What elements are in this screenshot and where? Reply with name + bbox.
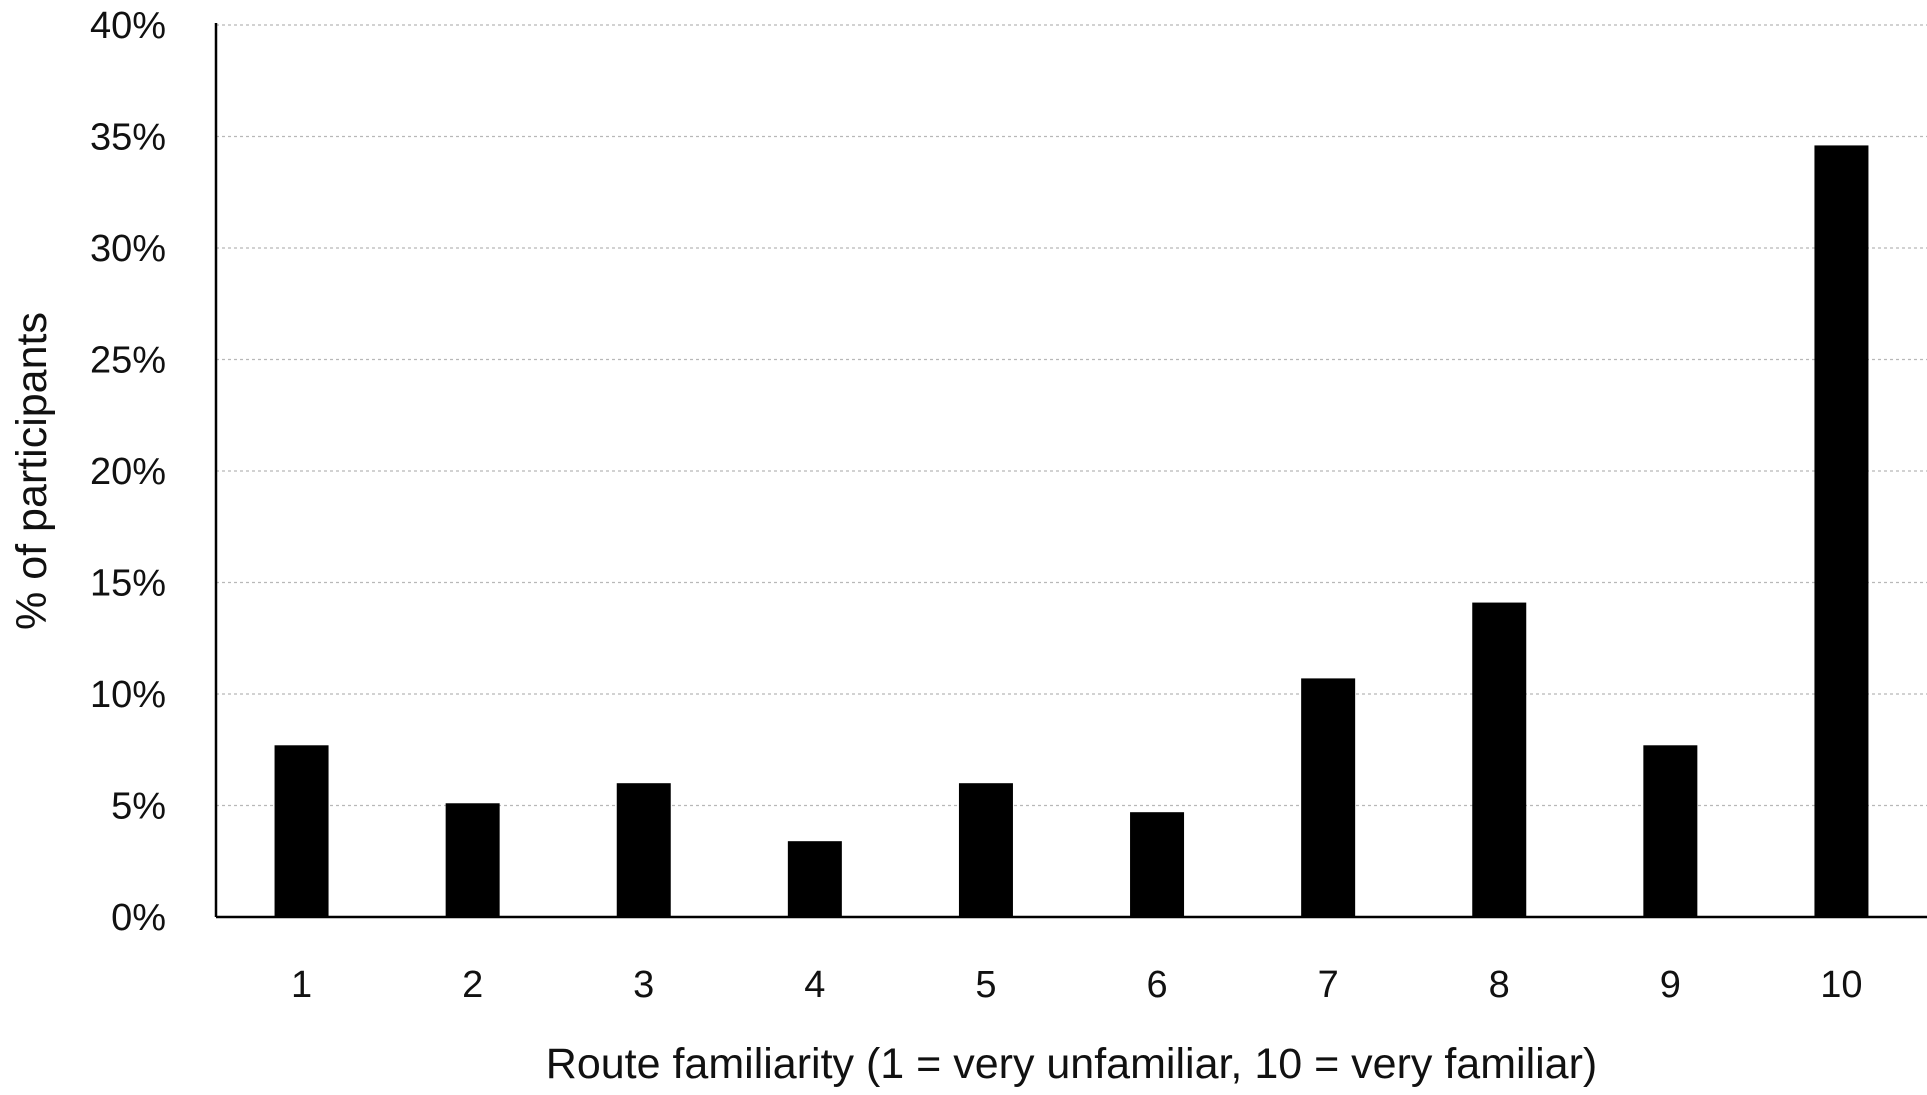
x-tick-label: 5 [975,964,996,1006]
bar-9 [1643,745,1698,917]
y-tick-label: 25% [90,340,166,382]
y-tick-label: 10% [90,674,166,716]
x-tick-label: 2 [462,964,483,1006]
y-tick-label: 15% [90,563,166,605]
x-tick-label: 9 [1660,964,1681,1006]
y-tick-label: 35% [90,117,166,159]
bar-1 [274,745,329,917]
bar-7 [1301,678,1356,917]
y-axis-title: % of participants [8,312,56,630]
x-tick-label: 3 [633,964,654,1006]
bar-6 [1130,812,1185,917]
y-tick-label: 0% [111,897,166,939]
y-tick-labels: 0% 5% 10% 15% 20% 25% 30% 35% 40% [90,5,166,939]
x-tick-label: 1 [291,964,312,1006]
bar-5 [958,783,1013,917]
bar-10 [1814,145,1869,918]
bar-2 [445,803,500,917]
x-tick-label: 10 [1820,964,1862,1006]
x-tick-labels: 1 2 3 4 5 6 7 8 9 10 [291,964,1863,1006]
y-tick-label: 20% [90,451,166,493]
axes [214,23,1927,919]
x-axis-title: Route familiarity (1 = very unfamiliar, … [546,1040,1597,1088]
bars [274,145,1869,918]
bar-8 [1472,602,1527,917]
y-tick-label: 30% [90,228,166,270]
y-tick-label: 5% [111,786,166,828]
x-tick-label: 8 [1489,964,1510,1006]
x-tick-label: 7 [1318,964,1339,1006]
x-tick-label: 4 [804,964,825,1006]
x-tick-label: 6 [1146,964,1167,1006]
gridlines [216,24,1927,807]
bar-3 [616,783,671,917]
bar-4 [787,841,842,917]
y-tick-label: 40% [90,5,166,47]
